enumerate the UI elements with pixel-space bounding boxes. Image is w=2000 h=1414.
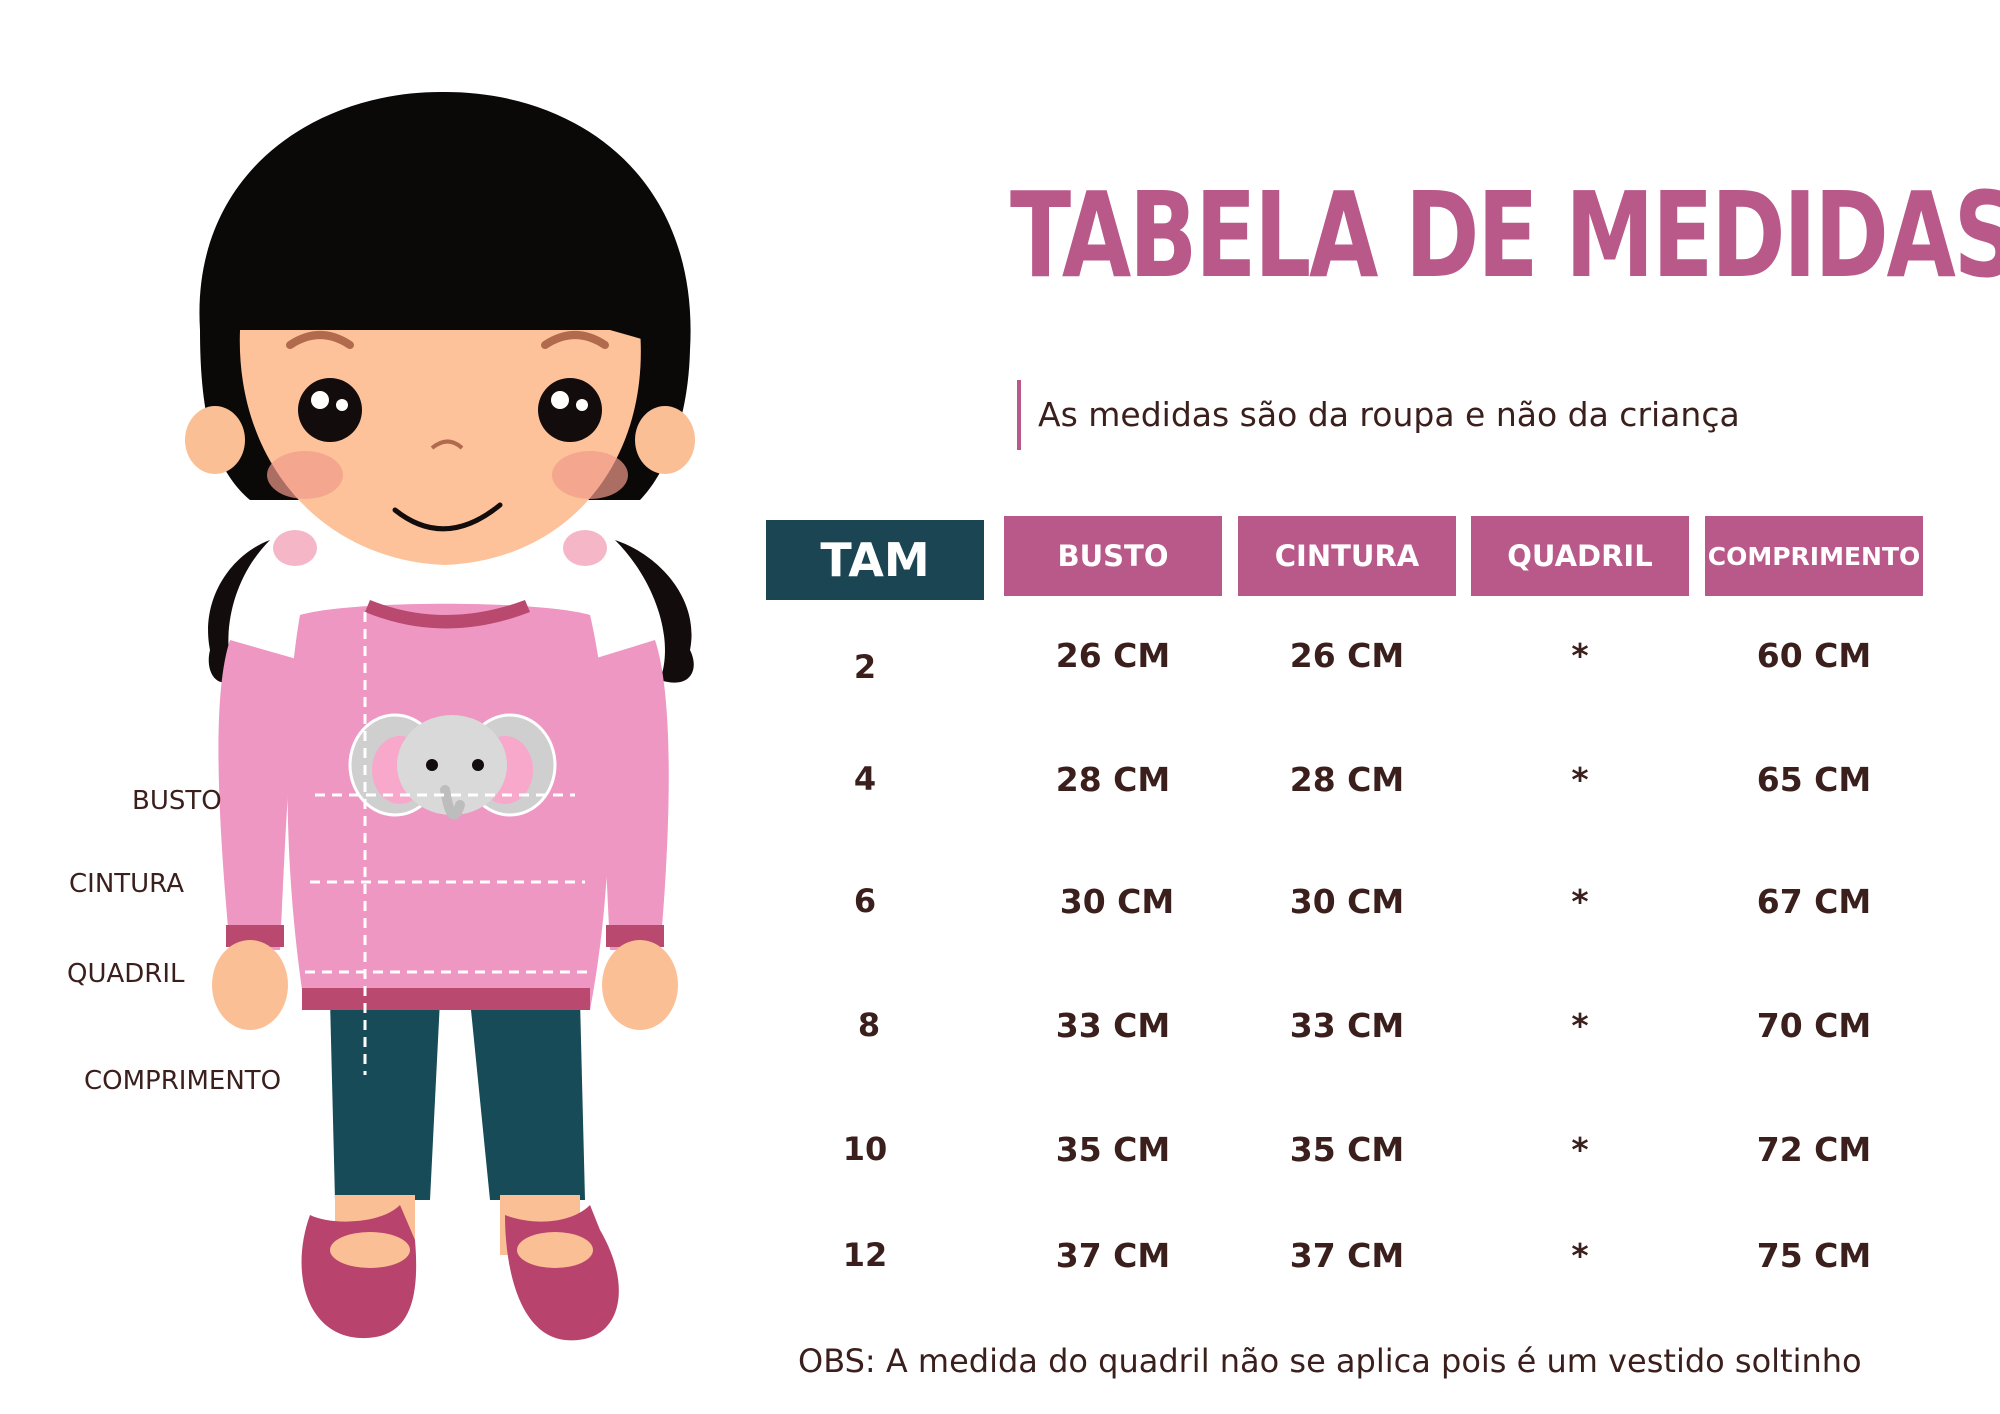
pigtails <box>208 530 694 683</box>
table-cell-comprimento: 72 CM <box>1756 1130 1872 1169</box>
table-cell-busto: 26 CM <box>1055 636 1171 675</box>
header-comprimento: COMPRIMENTO <box>1705 516 1923 596</box>
table-cell-quadril: * <box>1571 1006 1589 1045</box>
measurement-lines <box>305 595 590 1075</box>
table-cell-tam: 10 <box>842 1130 888 1168</box>
label-cintura: CINTURA <box>69 869 184 899</box>
header-tam: TAM <box>766 520 984 600</box>
table-cell-busto: 33 CM <box>1055 1006 1171 1045</box>
label-busto: BUSTO <box>132 786 222 816</box>
shoes <box>301 1205 619 1341</box>
table-cell-comprimento: 75 CM <box>1756 1236 1872 1275</box>
table-cell-cintura: 26 CM <box>1289 636 1405 675</box>
girl-illustration <box>185 91 695 1341</box>
table-cell-busto: 35 CM <box>1055 1130 1171 1169</box>
table-cell-comprimento: 70 CM <box>1756 1006 1872 1045</box>
footnote: OBS: A medida do quadril não se aplica p… <box>798 1342 1862 1380</box>
table-cell-tam: 4 <box>853 760 877 798</box>
eyes <box>298 378 602 442</box>
table-cell-quadril: * <box>1571 760 1589 799</box>
table-cell-cintura: 33 CM <box>1289 1006 1405 1045</box>
table-cell-comprimento: 65 CM <box>1756 760 1872 799</box>
table-cell-tam: 12 <box>842 1236 888 1274</box>
table-cell-quadril: * <box>1571 636 1589 675</box>
table-cell-cintura: 30 CM <box>1289 882 1405 921</box>
table-cell-tam: 6 <box>853 882 877 920</box>
table-cell-busto: 28 CM <box>1055 760 1171 799</box>
subtitle: As medidas são da roupa e não da criança <box>1038 395 1740 434</box>
header-quadril: QUADRIL <box>1471 516 1689 596</box>
smile <box>392 502 503 532</box>
table-cell-cintura: 35 CM <box>1289 1130 1405 1169</box>
table-cell-tam: 2 <box>853 648 877 686</box>
table-cell-comprimento: 60 CM <box>1756 636 1872 675</box>
label-quadril: QUADRIL <box>67 959 185 989</box>
table-cell-tam: 8 <box>857 1006 881 1044</box>
pants <box>330 1000 440 1200</box>
table-cell-quadril: * <box>1571 882 1589 921</box>
table-cell-cintura: 28 CM <box>1289 760 1405 799</box>
table-cell-comprimento: 67 CM <box>1756 882 1872 921</box>
elephant-icon <box>348 713 557 820</box>
table-cell-quadril: * <box>1571 1236 1589 1275</box>
label-comprimento: COMPRIMENTO <box>84 1066 282 1096</box>
table-cell-quadril: * <box>1571 1130 1589 1169</box>
page-title: TABELA DE MEDIDAS <box>1010 166 2000 304</box>
table-cell-busto: 30 CM <box>1059 882 1175 921</box>
header-cintura: CINTURA <box>1238 516 1456 596</box>
table-cell-busto: 37 CM <box>1055 1236 1171 1275</box>
header-busto: BUSTO <box>1004 516 1222 596</box>
table-cell-cintura: 37 CM <box>1289 1236 1405 1275</box>
subtitle-accent-bar <box>1017 380 1021 450</box>
